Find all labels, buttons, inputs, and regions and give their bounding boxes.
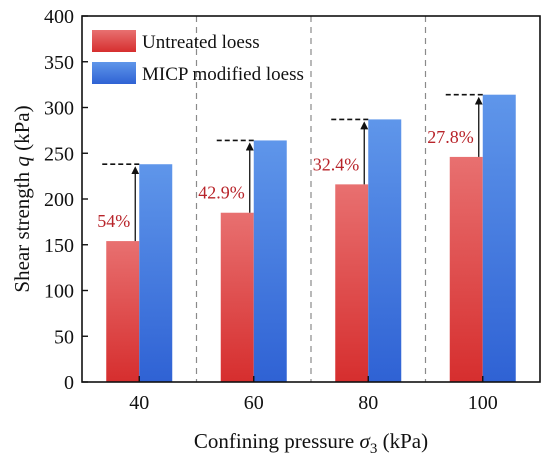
legend: Untreated loess MICP modified loess <box>92 30 304 85</box>
bar-untreated <box>106 241 140 382</box>
bar-micp <box>482 94 516 382</box>
y-tick-label: 100 <box>44 281 74 303</box>
x-tick-label: 80 <box>358 392 378 414</box>
x-axis-title-symbol: σ <box>360 429 372 453</box>
y-axis-ticks: 0 50 100 150 200 250 300 350 400 <box>44 6 88 394</box>
x-tick-label: 60 <box>244 392 264 414</box>
legend-label-micp: MICP modified loess <box>142 64 304 85</box>
legend-swatch-micp <box>92 62 136 84</box>
y-tick-label: 350 <box>44 52 74 74</box>
bar-untreated <box>220 212 254 382</box>
y-axis-title-symbol: q <box>10 156 34 167</box>
increase-percent-label: 54% <box>97 211 130 231</box>
y-tick-label: 300 <box>44 98 74 120</box>
x-tick-label: 40 <box>129 392 149 414</box>
y-tick-label: 200 <box>44 189 74 211</box>
x-axis-title-unit: (kPa) <box>377 429 428 453</box>
x-axis-title-main: Confining pressure <box>194 429 360 453</box>
bar-untreated <box>449 156 483 382</box>
increase-percent-label: 42.9% <box>198 183 245 203</box>
y-tick-label: 400 <box>44 6 74 28</box>
increase-percent-label: 32.4% <box>313 154 360 174</box>
annotations-layer: 54% 42.9% 32.4% 27.8% <box>97 93 485 242</box>
y-tick-label: 250 <box>44 143 74 165</box>
y-axis-title-main: Shear strength <box>10 167 34 293</box>
bar-micp <box>253 140 287 382</box>
legend-swatch-untreated <box>92 30 136 52</box>
bar-micp <box>139 164 173 382</box>
x-axis-ticks: 40 60 80 100 <box>129 376 498 414</box>
bar-micp <box>368 119 402 383</box>
y-axis-title: Shear strength q (kPa) <box>10 105 34 292</box>
increase-percent-label: 27.8% <box>427 127 474 147</box>
y-tick-label: 0 <box>64 372 74 394</box>
x-tick-label: 100 <box>468 392 498 414</box>
y-tick-label: 150 <box>44 235 74 257</box>
x-axis-title: Confining pressure σ3 (kPa) <box>194 429 428 457</box>
bar-untreated <box>335 184 369 382</box>
y-tick-label: 50 <box>54 326 74 348</box>
legend-label-untreated: Untreated loess <box>142 32 260 53</box>
x-axis-title-subscript: 3 <box>370 441 378 457</box>
group-separators <box>195 16 427 382</box>
y-axis-title-unit: (kPa) <box>10 105 34 156</box>
bars-layer <box>106 94 516 383</box>
